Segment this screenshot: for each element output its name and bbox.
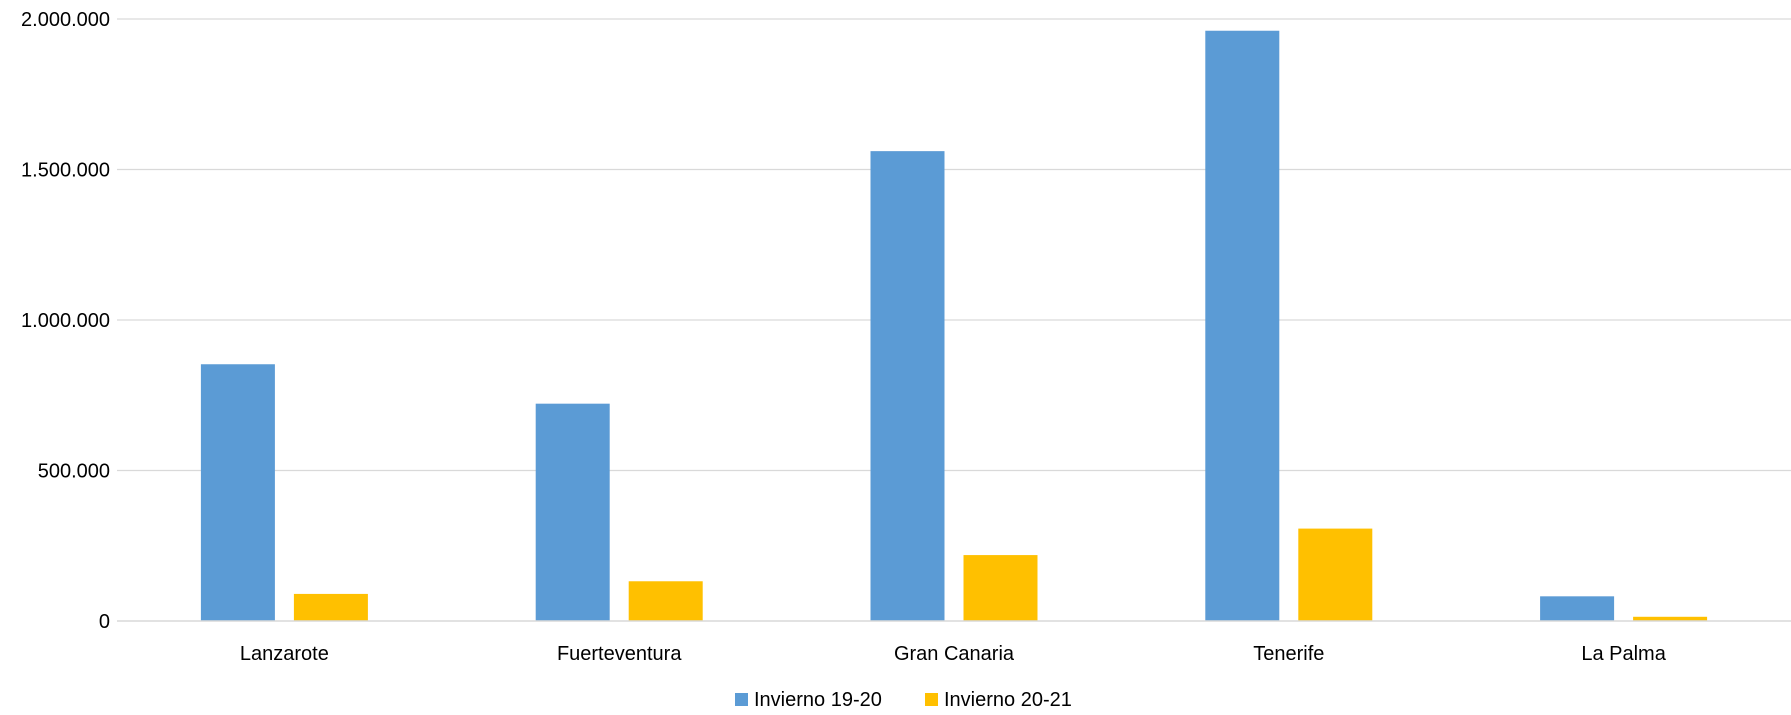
x-axis-category-labels: Lanzarote Fuerteventura Gran Canaria Teneri…: [240, 643, 1667, 665]
x-tick-label: Fuerteventura: [557, 643, 682, 665]
y-tick-label: 1.500.000: [21, 160, 110, 182]
legend: Invierno 19-20 Invierno 20-21: [735, 689, 1072, 711]
legend-swatch: [735, 693, 748, 706]
y-tick-label: 500.000: [38, 461, 110, 483]
y-tick-label: 2.000.000: [21, 9, 110, 31]
bar-lanzarote-series-1: [200, 364, 275, 621]
bar-la-palma-series-1: [1540, 596, 1615, 621]
legend-swatch: [925, 693, 938, 706]
bar-fuerteventura-series-2: [628, 581, 703, 621]
y-axis-tick-labels: 0 500.000 1.000.000 1.500.000 2.000.000: [21, 9, 110, 633]
bar-gran-canaria-series-2: [963, 555, 1038, 621]
bars: [200, 30, 1708, 621]
x-tick-label: Tenerife: [1253, 643, 1324, 665]
bar-lanzarote-series-2: [293, 593, 368, 621]
bar-tenerife-series-2: [1298, 528, 1373, 621]
x-tick-label: La Palma: [1581, 643, 1666, 665]
y-tick-label: 0: [99, 611, 110, 633]
bar-fuerteventura-series-1: [535, 403, 610, 621]
legend-label: Invierno 20-21: [944, 689, 1072, 711]
y-tick-label: 1.000.000: [21, 310, 110, 332]
legend-label: Invierno 19-20: [754, 689, 882, 711]
bar-gran-canaria-series-1: [870, 151, 945, 621]
x-tick-label: Lanzarote: [240, 643, 329, 665]
bar-tenerife-series-1: [1205, 30, 1280, 621]
bar-la-palma-series-2: [1633, 616, 1708, 621]
x-tick-label: Gran Canaria: [894, 643, 1015, 665]
gridlines: [117, 18, 1791, 472]
